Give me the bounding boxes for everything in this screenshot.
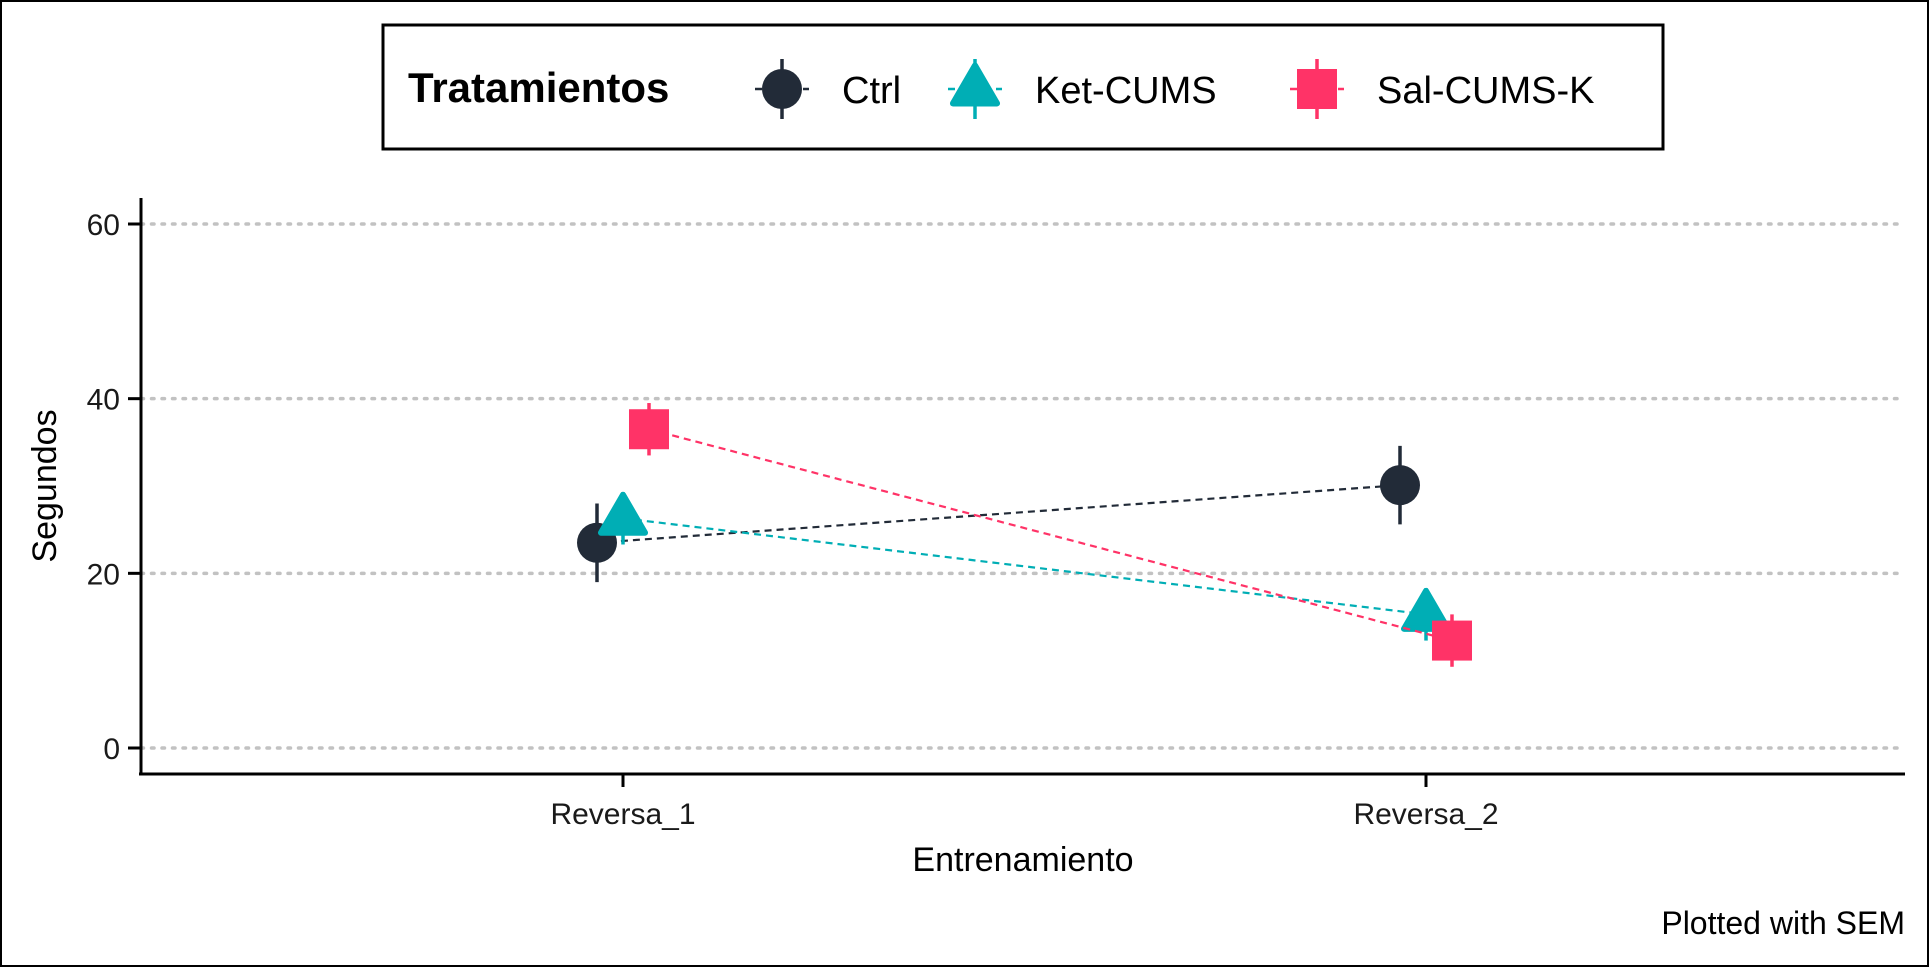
data-point — [1400, 587, 1452, 632]
legend-key-marker — [1297, 69, 1337, 109]
data-point — [597, 491, 649, 536]
legend-item-Sal-CUMS-K: Sal-CUMS-K — [1290, 59, 1594, 119]
series-line — [648, 428, 1453, 642]
legend-key-marker — [762, 69, 802, 109]
series-line — [596, 484, 1401, 544]
series-Ket-CUMS — [597, 491, 1452, 641]
x-tick-label: Reversa_2 — [1353, 798, 1498, 831]
caption: Plotted with SEM — [1661, 905, 1905, 941]
legend-box — [381, 23, 1665, 151]
series-layer — [577, 403, 1472, 667]
series-line — [622, 517, 1427, 616]
y-tick-label: 0 — [103, 733, 120, 766]
legend-item-Ctrl: Ctrl — [755, 59, 901, 119]
legend-title: Tratamientos — [408, 64, 669, 111]
x-axis-ticks: Reversa_1 Reversa_2 — [550, 774, 1499, 831]
data-point — [1380, 465, 1420, 506]
series-Sal-CUMS-K — [629, 403, 1472, 667]
y-axis-title: Segundos — [26, 409, 64, 562]
gridlines — [139, 222, 1907, 750]
y-tick-label: 20 — [87, 558, 120, 591]
legend-label: Ket-CUMS — [1035, 70, 1217, 112]
data-point — [629, 409, 669, 450]
legend-label: Sal-CUMS-K — [1377, 70, 1594, 112]
y-tick-label: 40 — [87, 384, 120, 417]
y-axis-ticks: 0 20 40 60 — [87, 209, 141, 766]
legend-items: Ctrl Ket-CUMS Sal-CUMS-K — [755, 59, 1594, 119]
legend: Tratamientos Ctrl Ket-CUMS Sal-CUMS-K — [381, 23, 1665, 151]
series-Ctrl — [577, 445, 1420, 583]
y-tick-label: 60 — [87, 209, 120, 242]
x-axis-title: Entrenamiento — [912, 841, 1133, 879]
data-point — [1432, 620, 1472, 661]
legend-key-marker — [949, 62, 1001, 107]
x-tick-label: Reversa_1 — [550, 798, 695, 831]
legend-item-Ket-CUMS: Ket-CUMS — [948, 59, 1217, 119]
legend-label: Ctrl — [842, 70, 901, 112]
